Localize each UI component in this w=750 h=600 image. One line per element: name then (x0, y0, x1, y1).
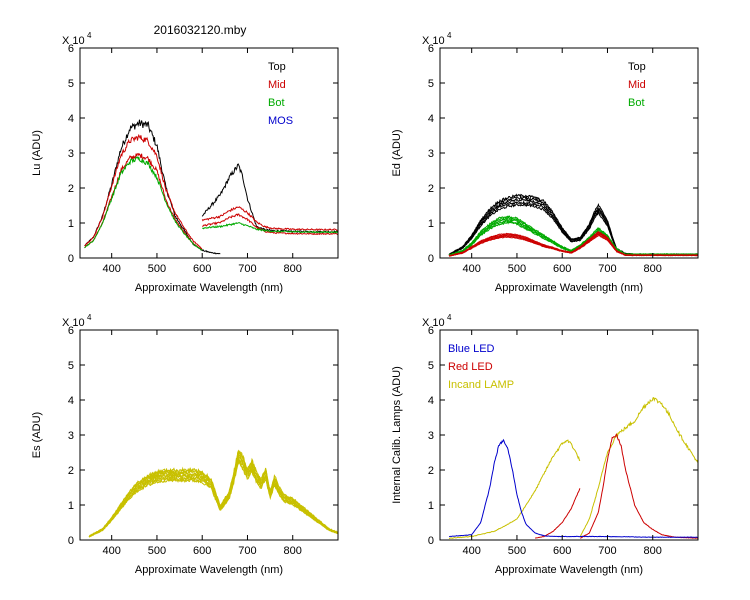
y-tick-label: 3 (68, 148, 74, 160)
y-tick-label: 4 (68, 113, 74, 125)
x-tick-label: 600 (193, 545, 211, 557)
series-group (448, 193, 698, 257)
x-tick-label: 400 (103, 263, 121, 275)
legend-entry-top: Top (628, 61, 646, 73)
y-tick-label: 3 (428, 148, 434, 160)
legend-entry-blue-led: Blue LED (448, 343, 495, 355)
y-tick-label: 6 (68, 43, 74, 55)
axis-multiplier: X 10 (62, 35, 85, 47)
y-tick-label: 1 (428, 218, 434, 230)
x-tick-label: 800 (644, 263, 662, 275)
y-tick-label: 3 (428, 430, 434, 442)
x-tick-label: 500 (508, 545, 526, 557)
x-tick-label: 600 (553, 545, 571, 557)
y-axis-label: Lu (ADU) (31, 130, 43, 176)
axis-multiplier-exponent: 4 (87, 31, 92, 40)
legend-entry-bot: Bot (628, 97, 645, 109)
y-axis-label: Internal Calib. Lamps (ADU) (391, 366, 403, 504)
series-group (88, 449, 338, 538)
figure-title: 2016032120.mby (154, 23, 247, 37)
axis-multiplier-exponent: 4 (87, 313, 92, 322)
y-tick-label: 5 (428, 78, 434, 90)
y-tick-label: 4 (428, 113, 434, 125)
series-line-es-8-0 (88, 449, 338, 538)
series-line-mid-4-0 (448, 230, 698, 257)
series-line-blue-led-0-0 (448, 438, 698, 538)
y-tick-label: 1 (428, 500, 434, 512)
x-axis-label: Approximate Wavelength (nm) (495, 282, 643, 294)
x-tick-label: 700 (238, 545, 256, 557)
legend-entry-mid: Mid (268, 79, 286, 91)
x-tick-label: 800 (644, 545, 662, 557)
axis-multiplier: X 10 (62, 317, 85, 329)
x-axis-label: Approximate Wavelength (nm) (495, 564, 643, 576)
x-tick-label: 500 (508, 263, 526, 275)
series-group (448, 397, 698, 540)
y-tick-label: 4 (428, 395, 434, 407)
series-line-mid-1-0 (84, 133, 203, 250)
series-line-mid-1-1 (201, 206, 338, 231)
y-tick-label: 6 (68, 325, 74, 337)
x-tick-label: 400 (463, 263, 481, 275)
x-tick-label: 600 (193, 263, 211, 275)
x-axis-label: Approximate Wavelength (nm) (135, 564, 283, 576)
x-tick-label: 600 (553, 263, 571, 275)
axis-multiplier-exponent: 4 (447, 31, 452, 40)
x-tick-label: 700 (598, 545, 616, 557)
legend-entry-mid: Mid (628, 79, 646, 91)
y-tick-label: 2 (428, 183, 434, 195)
series-line-incand-lamp-0-1 (579, 397, 698, 537)
legend-entry-red-led: Red LED (448, 361, 493, 373)
series-line-incand-lamp-0-0 (448, 439, 581, 540)
y-tick-label: 2 (68, 465, 74, 477)
y-tick-label: 1 (68, 500, 74, 512)
legend-entry-bot: Bot (268, 97, 285, 109)
axis-multiplier: X 10 (422, 317, 445, 329)
y-tick-label: 6 (428, 43, 434, 55)
series-line-bot-0-1 (202, 222, 338, 234)
x-tick-label: 700 (598, 263, 616, 275)
series-line-bot-4-0 (448, 215, 698, 256)
legend-entry-mos: MOS (268, 115, 293, 127)
x-tick-label: 800 (284, 263, 302, 275)
x-tick-label: 700 (238, 263, 256, 275)
legend-entry-top: Top (268, 61, 286, 73)
x-tick-label: 500 (148, 263, 166, 275)
y-tick-label: 5 (68, 78, 74, 90)
x-tick-label: 800 (284, 545, 302, 557)
x-axis-label: Approximate Wavelength (nm) (135, 282, 283, 294)
y-tick-label: 4 (68, 395, 74, 407)
y-axis-label: Es (ADU) (31, 412, 43, 458)
y-tick-label: 3 (68, 430, 74, 442)
y-tick-label: 2 (428, 465, 434, 477)
series-group (84, 119, 338, 255)
x-tick-label: 400 (463, 545, 481, 557)
y-tick-label: 0 (428, 535, 434, 547)
series-line-red-led-0-0 (535, 488, 581, 539)
y-axis-label: Ed (ADU) (391, 129, 403, 176)
y-tick-label: 2 (68, 183, 74, 195)
y-tick-label: 0 (68, 535, 74, 547)
x-tick-label: 500 (148, 545, 166, 557)
axis-multiplier-exponent: 4 (447, 313, 452, 322)
y-tick-label: 5 (68, 360, 74, 372)
legend-entry-incand-lamp: Incand LAMP (448, 379, 514, 391)
axis-multiplier: X 10 (422, 35, 445, 47)
x-tick-label: 400 (103, 545, 121, 557)
y-tick-label: 6 (428, 325, 434, 337)
y-tick-label: 5 (428, 360, 434, 372)
y-tick-label: 0 (68, 253, 74, 265)
y-tick-label: 0 (428, 253, 434, 265)
series-line-bot-0-0 (84, 156, 203, 251)
y-tick-label: 1 (68, 218, 74, 230)
